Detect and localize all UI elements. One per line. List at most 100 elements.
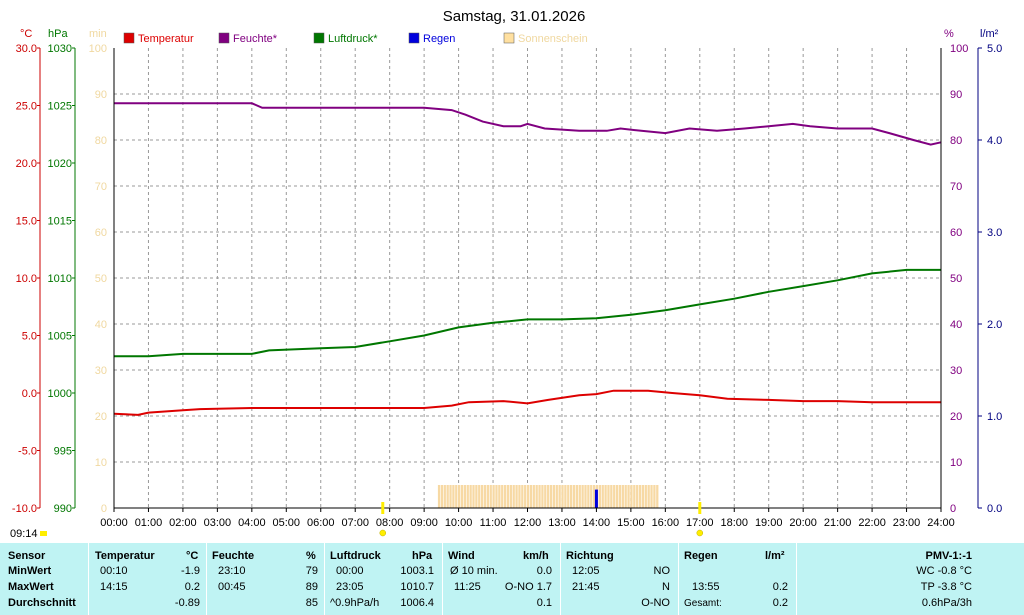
sunshine-bar	[509, 485, 512, 508]
x-tick-label: 19:00	[755, 517, 783, 529]
sunshine-bar	[515, 485, 518, 508]
pressure-max-value: 1010.7	[400, 581, 434, 593]
sunshine-bar	[636, 485, 639, 508]
pressure-tick-label: 1025	[48, 101, 72, 113]
sunshine-bar	[656, 485, 659, 508]
sunshine-bar	[624, 485, 627, 508]
x-tick-label: 00:00	[100, 517, 128, 529]
x-tick-label: 05:00	[273, 517, 301, 529]
rain-total-value: 0.2	[772, 597, 788, 609]
sunshine-bar	[544, 485, 547, 508]
pressure-tick-label: 990	[54, 503, 72, 515]
series-line	[113, 389, 941, 416]
x-tick-label: 22:00	[858, 517, 886, 529]
temperature-unit: °C	[186, 550, 199, 562]
sunshine-bar	[518, 485, 521, 508]
x-tick-label: 15:00	[617, 517, 645, 529]
sunshine-tick-label: 90	[95, 89, 107, 101]
sunshine-bar	[492, 485, 495, 508]
humidity-tick-label: 10	[950, 457, 962, 469]
sunshine-tick-label: 10	[95, 457, 107, 469]
sunshine-bar	[581, 485, 584, 508]
sunshine-bar	[561, 485, 564, 508]
humidity-tick-label: 60	[950, 227, 962, 239]
sunshine-unit-label: min	[89, 28, 107, 40]
wind-day-average: 0.1	[536, 597, 552, 609]
max-label: MaxWert	[8, 581, 54, 593]
sunshine-bar	[598, 485, 601, 508]
sunshine-tick-label: 0	[101, 503, 107, 515]
min-label: MinWert	[8, 565, 52, 577]
x-tick-label: 02:00	[169, 517, 197, 529]
legend-swatch	[408, 32, 420, 44]
temperature-tick-label: -10.0	[12, 503, 37, 515]
sunshine-bar	[641, 485, 645, 508]
sunshine-bar	[618, 485, 622, 508]
sunshine-bar	[478, 485, 481, 508]
x-tick-label: 03:00	[204, 517, 232, 529]
humidity-tick-label: 70	[950, 181, 962, 193]
humidity-unit: %	[306, 550, 316, 562]
rain-header: Regen	[684, 550, 718, 562]
plot-frame	[113, 48, 942, 509]
temperature-tick-label: 30.0	[16, 43, 37, 55]
temperature-tick-label: 20.0	[16, 158, 37, 170]
sunshine-bar	[524, 485, 527, 508]
chart-title: Samstag, 31.01.2026	[443, 8, 586, 25]
sunshine-tick-label: 50	[95, 273, 107, 285]
sunshine-tick-label: 100	[89, 43, 107, 55]
sunshine-bar	[638, 485, 642, 508]
sunshine-bar	[549, 485, 553, 508]
rain-tick-label: 0.0	[987, 503, 1002, 515]
pressure-tick-label: 1000	[48, 388, 72, 400]
x-tick-label: 13:00	[548, 517, 576, 529]
pressure-unit: hPa	[412, 550, 433, 562]
legend-label: Regen	[423, 33, 455, 45]
temperature-tick-label: 25.0	[16, 101, 37, 113]
humidity-header: Feuchte	[212, 550, 255, 562]
rain-tick-label: 1.0	[987, 411, 1002, 423]
weather-chart: Samstag, 31.01.2026 Temperatur Feuchte* Lu…	[10, 8, 1002, 540]
humidity-tick-label: 90	[950, 89, 962, 101]
sunshine-bar	[547, 485, 550, 508]
sunshine-bar	[521, 485, 524, 508]
sunshine-tick-label: 80	[95, 135, 107, 147]
humidity-max-value: 89	[305, 581, 318, 593]
x-tick-label: 14:00	[583, 517, 611, 529]
axis-units: °C hPa min% l/m²	[20, 28, 999, 40]
sunshine-bar	[469, 485, 472, 508]
humidity-tick-label: 100	[950, 43, 968, 55]
humidity-tick-label: 0	[950, 503, 956, 515]
sunshine-bar	[475, 485, 478, 508]
rain-bar	[594, 489, 598, 508]
pressure-average: 1006.4	[400, 597, 434, 609]
direction-average: O-NO	[641, 597, 670, 609]
sunshine-bar	[555, 485, 558, 508]
pressure-tick-label: 1010	[48, 273, 72, 285]
rain-unit-label: l/m²	[980, 28, 999, 40]
sunshine-bar	[601, 485, 604, 508]
x-tick-label: 18:00	[720, 517, 748, 529]
sunshine-bar	[449, 485, 452, 508]
sunshine-bar	[610, 485, 613, 508]
sunshine-bar	[483, 485, 487, 508]
pressure-unit-label: hPa	[48, 28, 68, 40]
wind-unit: km/h	[523, 550, 549, 562]
x-tick-label: 16:00	[652, 517, 680, 529]
statistics-panel: Sensor MinWert MaxWert Durchschnitt Temp…	[0, 543, 1024, 615]
sunset-icon	[696, 529, 704, 537]
sunshine-bar	[569, 485, 573, 508]
wind-max-time: 11:25	[454, 581, 481, 593]
humidity-average: 85	[305, 597, 318, 609]
sunshine-bar	[538, 485, 541, 508]
sunshine-bar	[653, 485, 656, 508]
humidity-unit-label: %	[944, 28, 954, 40]
x-tick-label: 12:00	[514, 517, 542, 529]
sunshine-bar	[567, 485, 570, 508]
sunshine-bar	[604, 485, 607, 508]
series-line	[114, 102, 942, 146]
wind-average-value: 0.0	[536, 565, 552, 577]
temperature-tick-label: 0.0	[22, 388, 37, 400]
sunshine-bar	[506, 485, 510, 508]
pressure-tick-label: 1015	[48, 216, 72, 228]
